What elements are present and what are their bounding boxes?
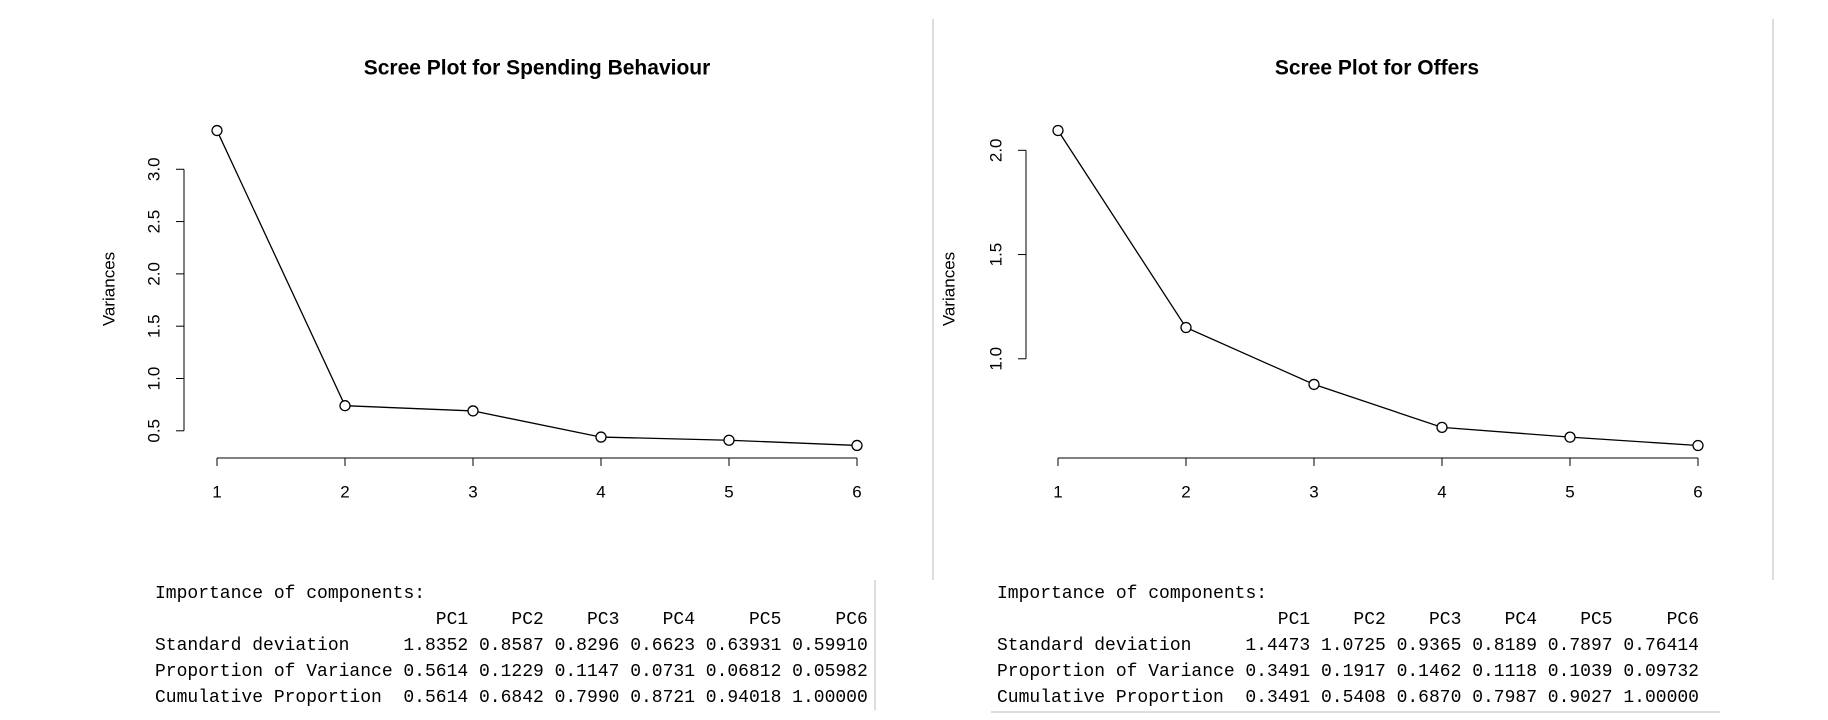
table-row-label: Standard deviation: [155, 636, 349, 656]
table-column-header: PC1: [1278, 610, 1310, 630]
table-column-header: PC3: [1429, 610, 1461, 630]
y-tick-label: 3.0: [144, 157, 163, 181]
table-cell: 0.8721: [630, 688, 695, 708]
y-tick-label: 1.0: [144, 367, 163, 391]
table-cell: 0.6623: [630, 636, 695, 656]
table-cell: 0.06812: [706, 662, 782, 682]
y-tick-label: 1.0: [986, 347, 1005, 371]
point: [467, 405, 479, 417]
table-column-header: PC6: [1667, 610, 1699, 630]
point: [339, 400, 351, 412]
point: [1308, 378, 1320, 391]
table-column-header: PC5: [749, 610, 781, 630]
table-cell: 0.94018: [706, 688, 782, 708]
table-column-header: PC5: [1580, 610, 1612, 630]
table-cell: 0.05982: [792, 662, 868, 682]
x-tick-label: 6: [1693, 482, 1702, 501]
table-cell: 0.8189: [1472, 636, 1537, 656]
table-cell: 0.7987: [1472, 688, 1537, 708]
x-tick-label: 3: [1309, 482, 1318, 501]
table-column-header: PC6: [835, 610, 867, 630]
table-cell: 0.1147: [555, 662, 620, 682]
table-row-label: Cumulative Proportion: [997, 688, 1224, 708]
table-cell: 0.9027: [1548, 688, 1613, 708]
scree-line: [1057, 130, 1699, 447]
x-tick-label: 1: [212, 482, 221, 501]
table-cell: 0.6870: [1397, 688, 1462, 708]
table-row-label: Standard deviation: [997, 636, 1191, 656]
table-column-header: PC4: [1505, 610, 1537, 630]
x-tick-label: 5: [1565, 482, 1574, 501]
table-cell: 0.5614: [403, 662, 468, 682]
y-tick-label: 2.5: [144, 210, 163, 234]
chart-title: Scree Plot for Spending Behaviour: [364, 57, 711, 80]
table-cell: 1.8352: [403, 636, 468, 656]
point: [1052, 124, 1064, 137]
point: [595, 431, 607, 443]
y-tick-label: 1.5: [144, 314, 163, 338]
point: [1692, 439, 1704, 452]
table-cell: 0.59910: [792, 636, 868, 656]
table-cell: 0.8587: [479, 636, 544, 656]
x-tick-label: 5: [724, 482, 733, 501]
table-row-label: Proportion of Variance: [155, 662, 393, 682]
table-cell: 0.8296: [555, 636, 620, 656]
point: [1180, 321, 1192, 334]
y-tick-label: 1.5: [986, 243, 1005, 267]
table-cell: 1.00000: [1623, 688, 1699, 708]
x-tick-label: 2: [340, 482, 349, 501]
table-cell: 0.1229: [479, 662, 544, 682]
point: [1564, 431, 1576, 443]
table-column-header: PC3: [587, 610, 619, 630]
x-tick-label: 2: [1181, 482, 1190, 501]
table-column-header: PC2: [1353, 610, 1385, 630]
scree-line: [216, 130, 858, 447]
table-cell: 0.7990: [555, 688, 620, 708]
chart-title: Scree Plot for Offers: [1275, 57, 1479, 80]
point: [211, 124, 223, 137]
table-row-label: Cumulative Proportion: [155, 688, 382, 708]
table-cell: 0.0731: [630, 662, 695, 682]
y-axis-label: Variances: [99, 252, 118, 326]
y-tick-label: 2.0: [986, 138, 1005, 162]
x-tick-label: 3: [468, 482, 477, 501]
table-column-header: PC2: [511, 610, 543, 630]
table-cell: 0.3491: [1245, 662, 1310, 682]
table-cell: 0.7897: [1548, 636, 1613, 656]
y-tick-label: 2.0: [144, 262, 163, 286]
point: [1436, 421, 1448, 434]
x-tick-label: 1: [1053, 482, 1062, 501]
table-cell: 1.4473: [1245, 636, 1310, 656]
table-cell: 0.1917: [1321, 662, 1386, 682]
table-heading: Importance of components:: [997, 584, 1267, 604]
table-cell: 0.5614: [403, 688, 468, 708]
table-row-label: Proportion of Variance: [997, 662, 1235, 682]
table-cell: 0.9365: [1397, 636, 1462, 656]
table-cell: 0.1039: [1548, 662, 1613, 682]
x-tick-label: 4: [1437, 482, 1446, 501]
y-axis-label: Variances: [939, 252, 958, 326]
table-cell: 0.5408: [1321, 688, 1386, 708]
table-cell: 0.09732: [1623, 662, 1699, 682]
table-cell: 0.63931: [706, 636, 782, 656]
table-cell: 0.1462: [1397, 662, 1462, 682]
x-tick-label: 4: [596, 482, 605, 501]
table-cell: 1.00000: [792, 688, 868, 708]
point: [851, 439, 863, 452]
table-cell: 0.76414: [1623, 636, 1699, 656]
table-heading: Importance of components:: [155, 584, 425, 604]
point: [723, 434, 735, 446]
table-column-header: PC1: [436, 610, 468, 630]
table-cell: 0.1118: [1472, 662, 1537, 682]
x-tick-label: 6: [852, 482, 861, 501]
table-cell: 1.0725: [1321, 636, 1386, 656]
table-column-header: PC4: [663, 610, 695, 630]
table-cell: 0.3491: [1245, 688, 1310, 708]
table-cell: 0.6842: [479, 688, 544, 708]
y-tick-label: 0.5: [144, 419, 163, 443]
